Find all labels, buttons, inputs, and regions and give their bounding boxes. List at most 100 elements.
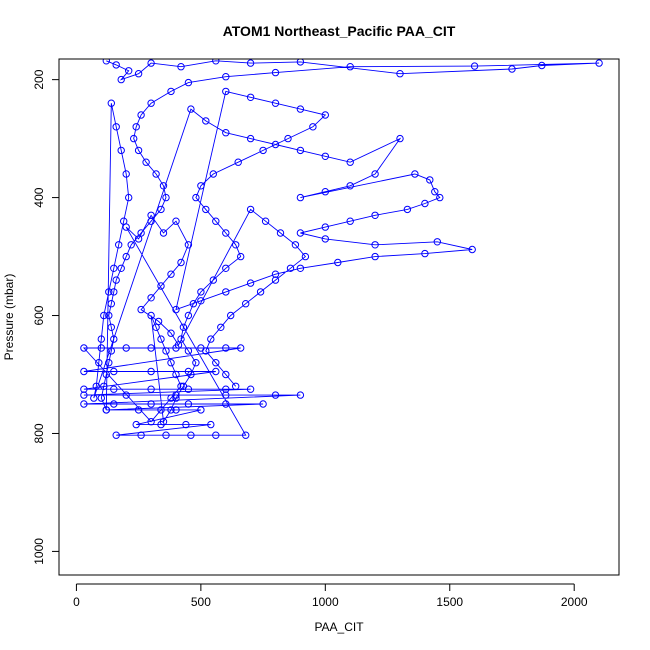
data-point [172,217,180,225]
y-tick-label: 1000 [32,538,46,565]
data-point [192,359,200,367]
data-point [159,229,168,237]
data-point [371,170,379,178]
data-point [105,311,113,320]
data-point [105,359,113,367]
data-point [147,344,155,352]
data-point [90,394,98,402]
data-point [122,344,130,352]
data-point [179,323,188,331]
data-point [256,288,265,296]
data-point [172,391,180,399]
series-line [82,60,600,436]
data-point [182,420,190,429]
data-point [107,300,116,308]
data-point [242,431,250,439]
data-point [125,193,133,202]
data-point [167,270,175,278]
data-point [102,406,111,414]
data-point [97,335,106,343]
data-point [147,217,155,225]
data-point [411,170,419,178]
data-point [172,406,180,414]
data-point [95,359,103,367]
data-point [159,182,168,190]
data-point [147,211,155,220]
data-point [296,264,305,272]
data-point [470,62,479,70]
data-point [102,59,110,65]
data-point [222,288,230,296]
data-point [346,62,354,71]
data-point [134,146,143,155]
data-point [154,317,163,326]
data-point [222,129,230,137]
data-point [217,323,225,331]
data-point [436,193,444,202]
data-point [371,241,379,249]
chart-title: ATOM1 Northeast_Pacific PAA_CIT [223,23,456,39]
data-point [232,382,240,390]
data-point [321,188,329,196]
data-point [107,99,116,107]
data-point [187,431,195,439]
data-point [296,59,305,66]
data-point [286,264,295,272]
data-point [222,87,230,96]
data-point [222,400,230,408]
data-point [468,245,476,254]
data-point [259,400,267,408]
data-point [122,223,130,231]
data-point [197,182,205,190]
y-tick-label: 400 [32,187,46,207]
data-point [184,367,193,376]
data-point [222,391,230,399]
data-point [115,241,123,249]
data-point [167,87,175,96]
data-point [122,391,130,399]
data-point [321,235,329,243]
data-point [184,400,193,408]
data-point [234,158,242,166]
data-point [100,311,108,320]
data-point [110,264,118,272]
data-point [346,182,354,190]
data-point [237,252,245,261]
data-point [117,264,125,272]
data-point [246,279,255,287]
data-point [112,61,120,69]
data-point [134,235,143,243]
data-point [187,105,195,113]
data-point [184,311,193,320]
data-point [202,205,210,214]
data-point [122,252,130,261]
data-point [197,288,205,296]
data-point [162,193,170,202]
data-point [202,117,210,125]
data-point [246,385,255,393]
data-point [105,288,113,296]
data-point [296,193,305,202]
data-point [197,297,205,305]
data-point [110,367,118,376]
data-point [309,123,317,131]
data-point [346,217,354,225]
data-point [271,391,280,399]
data-point [100,382,108,390]
data-point [147,294,155,302]
data-point [157,205,165,214]
data-point [192,193,200,202]
data-point [321,111,329,119]
data-point [137,431,145,439]
data-point [227,311,235,320]
data-point [147,367,155,376]
data-point [595,59,603,67]
data-point [296,229,305,237]
data-point [222,264,230,272]
data-point [207,335,215,343]
data-point [137,305,145,314]
data-point [237,344,245,352]
data-point [271,68,280,77]
y-tick-label: 800 [32,423,46,443]
data-point [147,418,155,426]
